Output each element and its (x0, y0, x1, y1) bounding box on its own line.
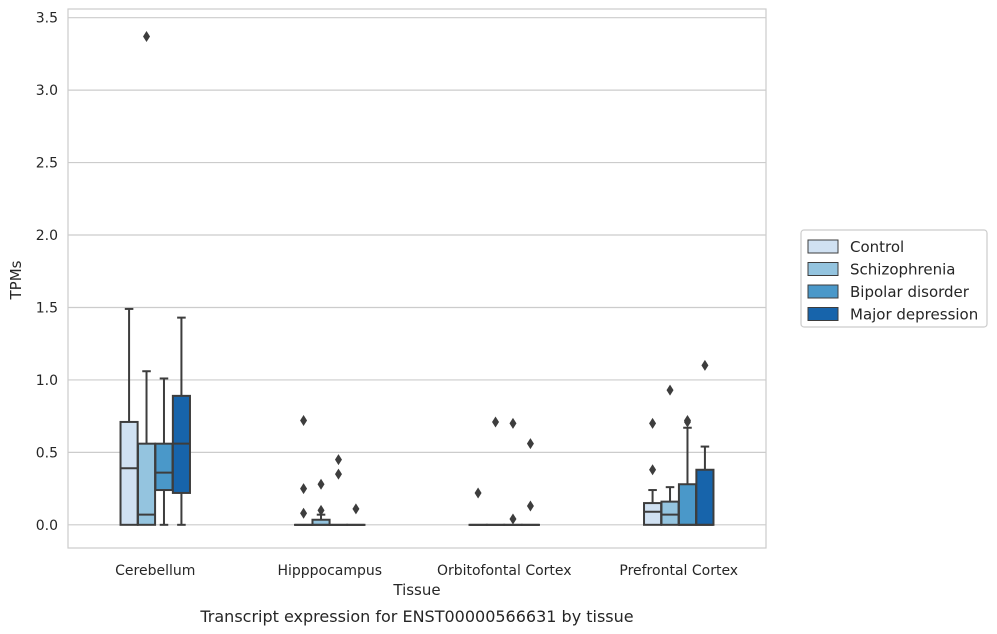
box-major-depression (520, 438, 540, 526)
y-tick-label: 0.5 (36, 445, 58, 461)
y-tick-label: 2.5 (36, 156, 58, 172)
legend-swatch (807, 284, 839, 299)
legend-swatch (807, 262, 839, 276)
chart-caption: Transcript expression for ENST0000056663… (199, 607, 633, 626)
outlier-point (649, 417, 657, 429)
legend-label: Bipolar disorder (850, 283, 970, 301)
legend-swatch (807, 239, 839, 254)
box-bipolar-disorder (154, 377, 174, 526)
box-major-depression (695, 359, 715, 526)
outlier-point (474, 487, 482, 499)
y-tick-label: 3.0 (36, 83, 58, 99)
outlier-point (492, 416, 500, 428)
box (660, 500, 680, 526)
box-control (294, 414, 314, 526)
box (643, 502, 663, 526)
x-tick-label: Cerebellum (115, 563, 195, 579)
y-tick-label: 2.0 (36, 228, 58, 244)
x-tick-label: Orbitofontal Cortex (437, 563, 572, 579)
box-groups (119, 31, 715, 526)
x-tick-labels: Cerebellum Hipppocampus Orbitofontal Corte… (115, 563, 738, 579)
legend-swatch (807, 307, 839, 321)
box-major-depression (346, 503, 366, 526)
outlier-point (143, 31, 151, 43)
y-axis-label: TPMs (7, 260, 25, 300)
x-tick-label: Prefrontal Cortex (619, 563, 738, 579)
y-tick-label: 3.5 (36, 11, 58, 27)
box (695, 468, 715, 526)
box-bipolar-disorder (328, 454, 349, 526)
box (119, 420, 139, 526)
outlier-point (300, 414, 308, 426)
outlier-point (509, 513, 517, 525)
box-schizophrenia (660, 384, 680, 526)
outlier-point (352, 503, 360, 515)
outlier-point (300, 507, 308, 519)
legend-frame (800, 229, 988, 328)
box-schizophrenia (136, 31, 157, 526)
y-tick-labels: 0.0 0.5 1.0 1.5 2.0 2.5 3.0 3.5 (36, 11, 58, 534)
outlier-point (509, 417, 517, 429)
box (677, 483, 698, 526)
box (154, 442, 174, 492)
outlier-point (317, 478, 325, 490)
legend-label: Major depression (850, 306, 978, 324)
outlier-point (683, 416, 691, 428)
legend: Control Schizophrenia Bipolar disorder Majo… (800, 229, 988, 328)
x-axis-label: Tissue (392, 581, 440, 599)
outlier-point (334, 454, 342, 466)
x-tick-label: Hipppocampus (277, 563, 382, 579)
outlier-point (649, 464, 657, 476)
box-bipolar-disorder (677, 414, 698, 526)
outlier-point (526, 500, 534, 512)
box-major-depression (171, 316, 191, 526)
outlier-point (300, 483, 308, 495)
box (136, 442, 157, 526)
outlier-point (666, 384, 674, 396)
outlier-point (526, 438, 534, 450)
y-tick-label: 0.0 (36, 518, 58, 534)
box-schizophrenia (311, 478, 331, 526)
legend-label: Schizophrenia (850, 261, 955, 279)
outlier-point (317, 504, 325, 516)
outlier-point (334, 468, 342, 480)
outlier-point (701, 359, 709, 371)
legend-label: Control (850, 238, 904, 256)
y-tick-label: 1.5 (36, 300, 58, 316)
y-tick-label: 1.0 (36, 373, 58, 389)
